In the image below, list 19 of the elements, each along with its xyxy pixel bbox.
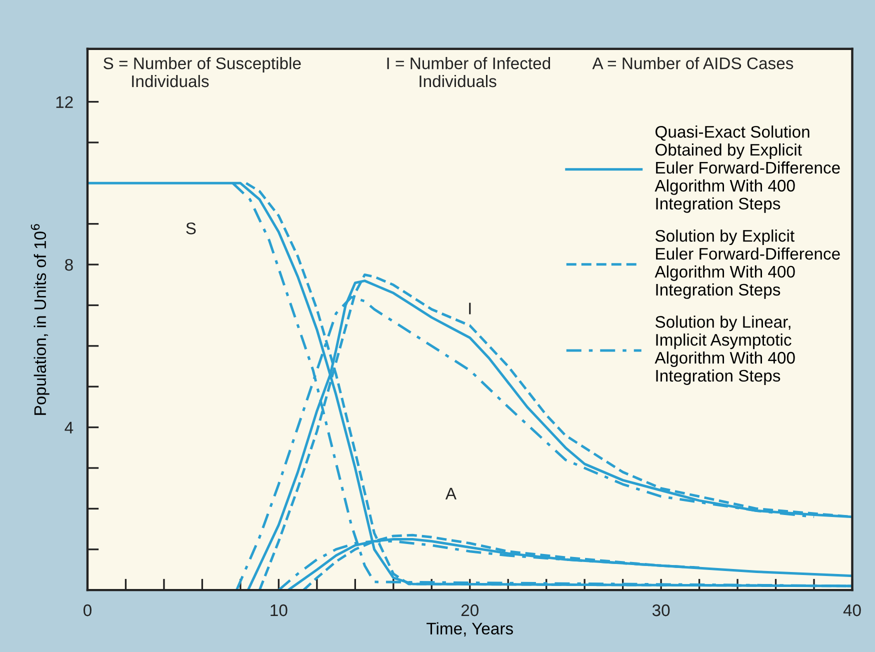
x-tick-label: 10 (270, 604, 288, 616)
annotation: A (445, 488, 456, 500)
annotation: A = Number of AIDS Cases (592, 57, 794, 70)
annotation: I (469, 302, 471, 314)
y-tick-label: 12 (56, 96, 73, 108)
x-tick-label: 0 (84, 604, 92, 616)
legend-label: Solution by Explicit Euler Forward-Difference Algorithm With 400 Integration Steps (654, 230, 840, 299)
x-axis-title: Time, Years (426, 622, 513, 636)
annotation: S = Number of Susceptible Individuals (104, 57, 301, 88)
y-tick-label: 8 (65, 258, 73, 271)
legend-label: Quasi-Exact Solution Obtained by Explicit Euler Forward-Difference Algorithm With 400 Integration Steps (654, 126, 840, 213)
x-tick-label: 20 (461, 604, 478, 616)
annotation: I = Number of Infected Individuals (387, 57, 550, 88)
legend-label: Solution by Linear, Implicit Asymptotic Algorithm With 400 Integration Steps (654, 316, 795, 385)
y-axis-title: Population, in Units of 10$^{6}$ (30, 224, 50, 415)
x-tick-label: 40 (843, 604, 861, 616)
y-tick-label: 4 (64, 422, 74, 434)
annotation: S (186, 222, 196, 234)
x-tick-label: 30 (652, 604, 670, 616)
